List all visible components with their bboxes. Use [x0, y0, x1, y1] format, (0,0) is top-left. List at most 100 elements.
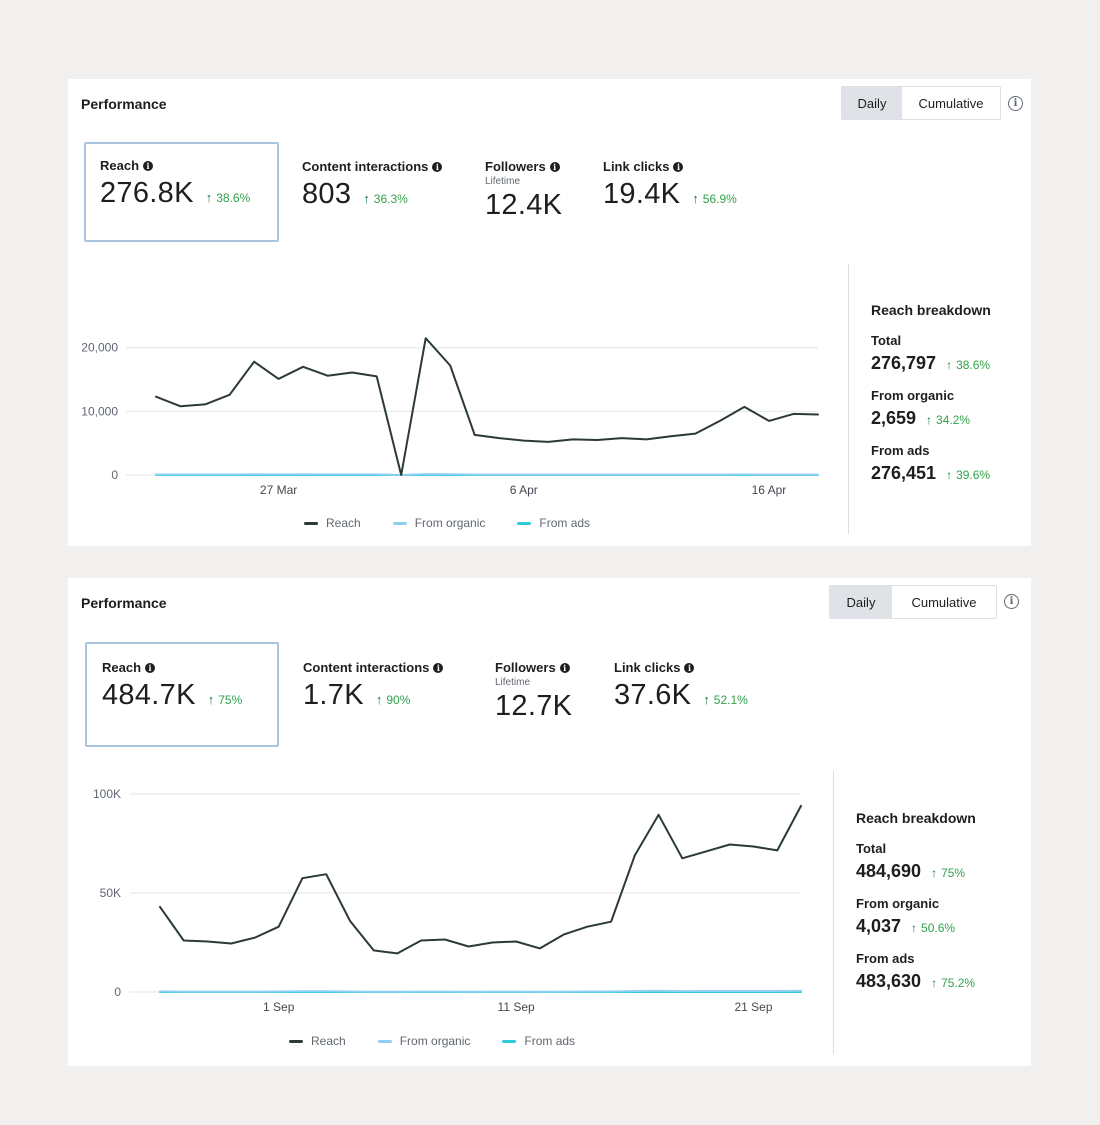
- legend-item-reach[interactable]: Reach: [304, 516, 361, 530]
- series-line-from-organic: [159, 989, 802, 993]
- breakdown-label: From ads: [856, 951, 915, 966]
- metric-label: Reach: [102, 660, 142, 675]
- metric-link-clicks[interactable]: Link clicks i 19.4K ↑ 56.9%: [603, 159, 737, 211]
- breakdown-title: Reach breakdown: [871, 302, 991, 318]
- breakdown-title: Reach breakdown: [856, 810, 976, 826]
- breakdown-change: 39.6%: [956, 468, 991, 482]
- metric-value: 37.6K: [614, 679, 692, 711]
- cumulative-toggle-button[interactable]: Cumulative: [911, 594, 977, 610]
- breakdown-label: From organic: [871, 388, 955, 403]
- info-dot-icon: i: [143, 160, 154, 171]
- series-line-from-organic: [155, 473, 819, 476]
- info-icon[interactable]: i: [1004, 594, 1019, 609]
- breakdown-change: 34.2%: [936, 413, 971, 427]
- y-tick-label: 0: [111, 468, 118, 482]
- metric-change: 90%: [386, 693, 411, 707]
- metric-value: 1.7K: [303, 679, 364, 711]
- metric-value: 19.4K: [603, 178, 681, 210]
- metric-label: Followers: [495, 660, 556, 675]
- x-tick-label: 6 Apr: [510, 483, 538, 497]
- up-arrow-icon: ↑: [363, 191, 370, 206]
- up-arrow-icon: ↑: [931, 866, 938, 880]
- legend-label: Reach: [326, 516, 361, 530]
- performance-panel-1: Performance Daily Cumulative i Reach i 27…: [68, 79, 1031, 546]
- legend-swatch: [289, 1039, 303, 1043]
- up-arrow-icon: ↑: [703, 692, 710, 707]
- daily-toggle-button[interactable]: Daily: [842, 87, 902, 119]
- metric-label: Reach: [100, 158, 140, 173]
- info-dot-icon: i: [145, 662, 156, 673]
- breakdown-value: 484,690: [856, 861, 922, 881]
- chart-legend: Reach From organic From ads: [289, 1034, 575, 1048]
- metric-content-interactions[interactable]: Content interactions i 1.7K ↑ 90%: [303, 660, 444, 712]
- legend-item-organic[interactable]: From organic: [377, 1034, 470, 1048]
- breakdown-value: 276,797: [871, 353, 937, 373]
- metric-reach-card[interactable]: Reach i 484.7K ↑ 75%: [85, 642, 279, 747]
- legend-label: Reach: [311, 1034, 346, 1048]
- metric-value: 803: [302, 178, 352, 210]
- y-tick-label: 20,000: [81, 341, 118, 355]
- metric-sublabel: Lifetime: [495, 677, 531, 688]
- metric-value: 484.7K: [102, 679, 196, 711]
- breakdown-label: From organic: [856, 896, 940, 911]
- breakdown-value: 4,037: [856, 916, 902, 936]
- legend-item-ads[interactable]: From ads: [517, 516, 590, 530]
- view-toggle: Daily Cumulative: [841, 86, 1001, 120]
- breakdown-change: 75%: [941, 866, 966, 880]
- legend-swatch: [517, 521, 532, 525]
- panel-title: Performance: [81, 595, 167, 611]
- up-arrow-icon: ↑: [375, 692, 383, 707]
- metric-change: 56.9%: [702, 192, 737, 206]
- metric-label: Link clicks: [603, 159, 670, 174]
- metric-label: Content interactions: [303, 660, 430, 675]
- metric-value: 12.4K: [485, 189, 563, 221]
- x-tick-label: 21 Sep: [734, 1000, 772, 1014]
- y-tick-label: 10,000: [81, 404, 118, 418]
- daily-toggle-button[interactable]: Daily: [830, 586, 892, 618]
- view-toggle: Daily Cumulative: [829, 585, 997, 619]
- legend-item-ads[interactable]: From ads: [502, 1034, 575, 1048]
- up-arrow-icon: ↑: [931, 976, 938, 990]
- metric-reach-card[interactable]: Reach i 276.8K ↑ 38.6%: [84, 142, 279, 242]
- breakdown-label: From ads: [871, 443, 930, 458]
- legend-item-organic[interactable]: From organic: [392, 516, 485, 530]
- metric-content-interactions[interactable]: Content interactions i 803 ↑ 36.3%: [302, 159, 443, 211]
- info-dot-icon: i: [433, 662, 444, 673]
- info-dot-icon: i: [559, 662, 570, 673]
- up-arrow-icon: ↑: [926, 413, 933, 427]
- legend-swatch: [377, 1039, 392, 1043]
- reach-breakdown: Reach breakdown Total 276,797 ↑ 38.6% From…: [871, 302, 991, 498]
- metric-sublabel: Lifetime: [485, 176, 521, 187]
- y-tick-label: 0: [114, 985, 121, 999]
- metric-change: 52.1%: [713, 693, 748, 707]
- metric-change: 36.3%: [373, 192, 408, 206]
- x-tick-label: 1 Sep: [263, 1000, 295, 1014]
- up-arrow-icon: ↑: [205, 190, 213, 205]
- breakdown-change: 50.6%: [921, 921, 956, 935]
- breakdown-change: 38.6%: [956, 358, 991, 372]
- breakdown-label: Total: [871, 333, 902, 348]
- divider: [848, 264, 849, 534]
- legend-item-reach[interactable]: Reach: [289, 1034, 346, 1048]
- reach-line-chart: 0 50K 100K 1 Sep 11 Sep 21 Sep: [93, 787, 802, 1014]
- legend-swatch: [502, 1039, 517, 1043]
- info-icon[interactable]: i: [1008, 96, 1023, 111]
- metric-label: Followers: [485, 159, 546, 174]
- series-line-reach: [159, 804, 802, 955]
- up-arrow-icon: ↑: [692, 191, 699, 206]
- legend-label: From ads: [524, 1034, 576, 1048]
- cumulative-toggle-button[interactable]: Cumulative: [918, 95, 984, 111]
- metric-value: 12.7K: [495, 690, 573, 722]
- metric-followers[interactable]: Followers i Lifetime 12.7K: [495, 660, 572, 723]
- metric-link-clicks[interactable]: Link clicks i 37.6K ↑ 52.1%: [614, 660, 748, 712]
- info-dot-icon: i: [549, 161, 560, 172]
- metric-followers[interactable]: Followers i Lifetime 12.4K: [485, 159, 562, 222]
- up-arrow-icon: ↑: [946, 468, 953, 482]
- panel-title: Performance: [81, 96, 167, 112]
- metric-change: 38.6%: [216, 191, 251, 205]
- up-arrow-icon: ↑: [946, 358, 953, 372]
- metric-change: 75%: [218, 693, 243, 707]
- up-arrow-icon: ↑: [911, 921, 918, 935]
- breakdown-change: 75.2%: [941, 976, 976, 990]
- info-dot-icon: i: [673, 161, 684, 172]
